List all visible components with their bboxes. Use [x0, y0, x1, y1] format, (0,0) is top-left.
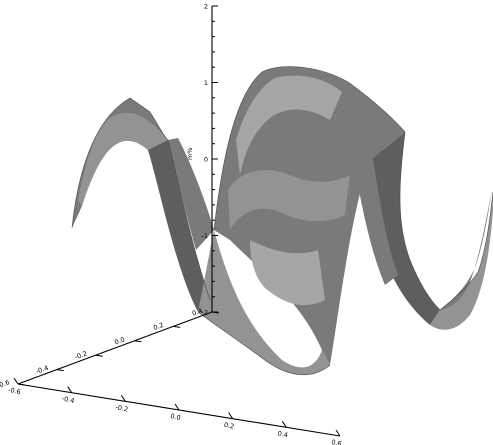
y-tick-label: -0.6: [0, 378, 11, 390]
x-tick-label: -0.2: [115, 403, 129, 413]
y-tick-label: 0.2: [152, 321, 164, 332]
z-tick-label: -1: [202, 232, 208, 240]
surface-central-lower: [250, 240, 325, 306]
surface: [71, 66, 493, 376]
y-tick-mark: [211, 311, 220, 314]
x-tick-label: 0.6: [331, 438, 343, 445]
surface-left-arch-top: [78, 112, 168, 206]
surface-central-band: [228, 170, 350, 230]
y-tick-mark: [56, 369, 64, 372]
y-axis: -0.6 -0.4 -0.2 0.0 0.2 0.4: [0, 307, 220, 390]
x-tick-mark: [228, 412, 234, 419]
surface-trough: [198, 230, 330, 375]
x-tick-mark: [281, 421, 287, 428]
z-tick-label: -2: [202, 309, 208, 317]
x-tick-label: 0.4: [277, 429, 289, 439]
surface-right-wall: [370, 132, 440, 325]
surface-left-wall: [148, 140, 210, 312]
x-tick-mark: [13, 377, 19, 385]
y-axis-line: [17, 311, 213, 385]
surface-left-wall-face: [168, 138, 214, 250]
y-tick-label: -0.4: [35, 364, 50, 376]
y-tick-mark: [95, 354, 103, 357]
x-tick-label: -0.4: [61, 394, 75, 404]
x-tick-label: -0.6: [7, 386, 21, 396]
x-tick-mark: [335, 429, 341, 437]
x-tick-mark: [67, 386, 73, 393]
x-tick-mark: [174, 403, 180, 411]
z-axis-title: m%: [186, 147, 194, 160]
y-tick-mark: [17, 383, 26, 386]
y-tick-label: 0.4: [191, 307, 203, 318]
surface-outline: [71, 66, 493, 376]
x-tick-label: 0.2: [223, 421, 235, 431]
x-axis: -0.6 -0.4 -0.2 0.0 0.2 0.4 0.6: [7, 377, 343, 445]
z-tick-label: 1: [204, 79, 208, 87]
y-tick-mark: [173, 325, 181, 328]
z-axis: 2 1 0 -1 -2 m%: [186, 3, 218, 317]
surface-central-highlight: [236, 75, 342, 175]
x-tick-mark: [120, 395, 126, 402]
z-tick-label: 0: [204, 156, 208, 164]
y-tick-mark: [134, 340, 142, 343]
surface-right-tail: [440, 190, 492, 310]
z-tick-label: 2: [204, 3, 208, 11]
x-tick-label: 0.0: [170, 412, 182, 422]
y-tick-label: 0.0: [113, 335, 125, 346]
surface-right-wall-face: [352, 140, 398, 285]
surface-right-trough: [430, 192, 493, 330]
y-tick-label: -0.2: [74, 349, 89, 361]
